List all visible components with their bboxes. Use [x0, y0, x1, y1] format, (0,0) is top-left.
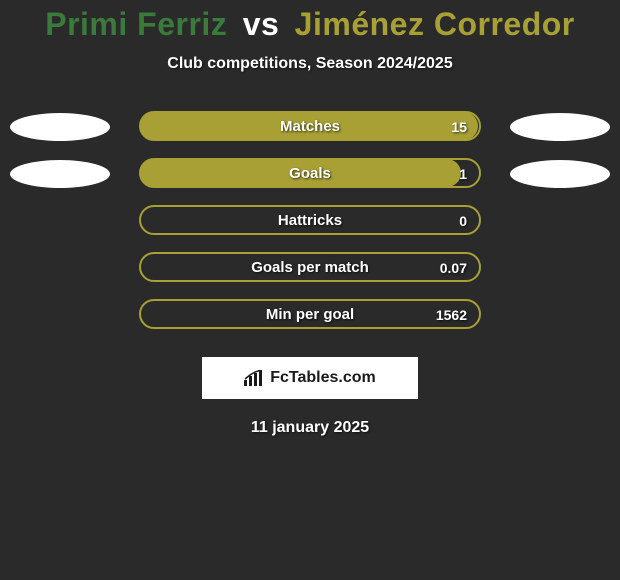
stat-label: Goals per match: [141, 254, 479, 282]
title-vs: vs: [243, 6, 280, 42]
stat-value: 1562: [436, 301, 467, 329]
stat-label: Min per goal: [141, 301, 479, 329]
stat-bar-fill: [140, 112, 478, 140]
title-player1: Primi Ferriz: [45, 6, 227, 42]
stat-bar: Min per goal1562: [139, 299, 481, 329]
stat-label: Hattricks: [141, 207, 479, 235]
stat-row: Hattricks0: [0, 205, 620, 235]
title-player2: Jiménez Corredor: [295, 6, 575, 42]
logo-text: FcTables.com: [270, 369, 376, 387]
player1-marker: [10, 113, 110, 141]
stat-row: Goals per match0.07: [0, 252, 620, 282]
stat-rows: Matches15 Goals1 Hattricks0 Goals per match…: [0, 111, 620, 329]
stat-bar: Goals1: [139, 158, 481, 188]
stat-row: Goals1: [0, 158, 620, 188]
player2-marker: [510, 113, 610, 141]
player2-marker: [510, 160, 610, 188]
date-label: 11 january 2025: [0, 419, 620, 437]
stat-bar-fill: [140, 159, 461, 187]
subtitle: Club competitions, Season 2024/2025: [0, 55, 620, 73]
stat-bar: Goals per match0.07: [139, 252, 481, 282]
page-title: Primi Ferriz vs Jiménez Corredor: [0, 6, 620, 43]
stat-bar: Hattricks0: [139, 205, 481, 235]
stat-value: 0.07: [440, 254, 467, 282]
comparison-infographic: Primi Ferriz vs Jiménez Corredor Club co…: [0, 0, 620, 437]
stat-row: Matches15: [0, 111, 620, 141]
logo-badge: FcTables.com: [202, 357, 418, 399]
chart-icon: [244, 370, 264, 386]
stat-bar: Matches15: [139, 111, 481, 141]
stat-value: 0: [459, 207, 467, 235]
stat-row: Min per goal1562: [0, 299, 620, 329]
player1-marker: [10, 160, 110, 188]
